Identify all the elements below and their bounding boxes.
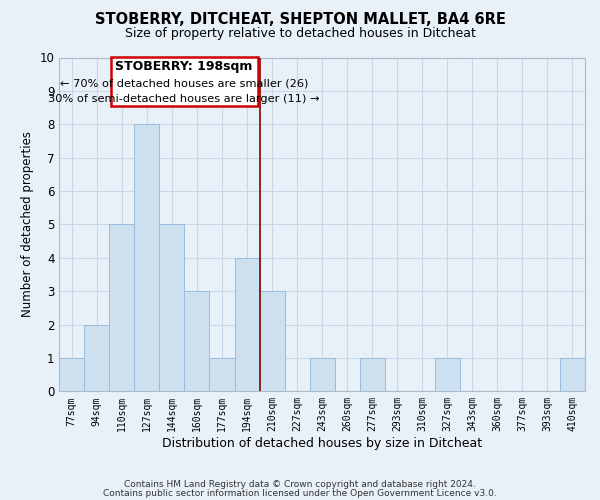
Bar bbox=[560, 358, 585, 392]
Text: Contains HM Land Registry data © Crown copyright and database right 2024.: Contains HM Land Registry data © Crown c… bbox=[124, 480, 476, 489]
Text: Contains public sector information licensed under the Open Government Licence v3: Contains public sector information licen… bbox=[103, 488, 497, 498]
Bar bbox=[184, 291, 209, 392]
Y-axis label: Number of detached properties: Number of detached properties bbox=[21, 132, 34, 318]
Bar bbox=[359, 358, 385, 392]
Bar bbox=[435, 358, 460, 392]
Bar bbox=[310, 358, 335, 392]
Text: STOBERRY: 198sqm: STOBERRY: 198sqm bbox=[115, 60, 253, 73]
Text: Size of property relative to detached houses in Ditcheat: Size of property relative to detached ho… bbox=[125, 28, 475, 40]
Bar bbox=[59, 358, 85, 392]
Text: STOBERRY, DITCHEAT, SHEPTON MALLET, BA4 6RE: STOBERRY, DITCHEAT, SHEPTON MALLET, BA4 … bbox=[95, 12, 505, 28]
Bar bbox=[235, 258, 260, 392]
Bar bbox=[109, 224, 134, 392]
Text: 30% of semi-detached houses are larger (11) →: 30% of semi-detached houses are larger (… bbox=[49, 94, 320, 104]
Bar bbox=[209, 358, 235, 392]
Bar bbox=[110, 57, 257, 106]
X-axis label: Distribution of detached houses by size in Ditcheat: Distribution of detached houses by size … bbox=[162, 437, 482, 450]
Bar bbox=[260, 291, 284, 392]
Bar bbox=[134, 124, 160, 392]
Bar bbox=[160, 224, 184, 392]
Bar bbox=[85, 324, 109, 392]
Text: ← 70% of detached houses are smaller (26): ← 70% of detached houses are smaller (26… bbox=[60, 78, 308, 88]
